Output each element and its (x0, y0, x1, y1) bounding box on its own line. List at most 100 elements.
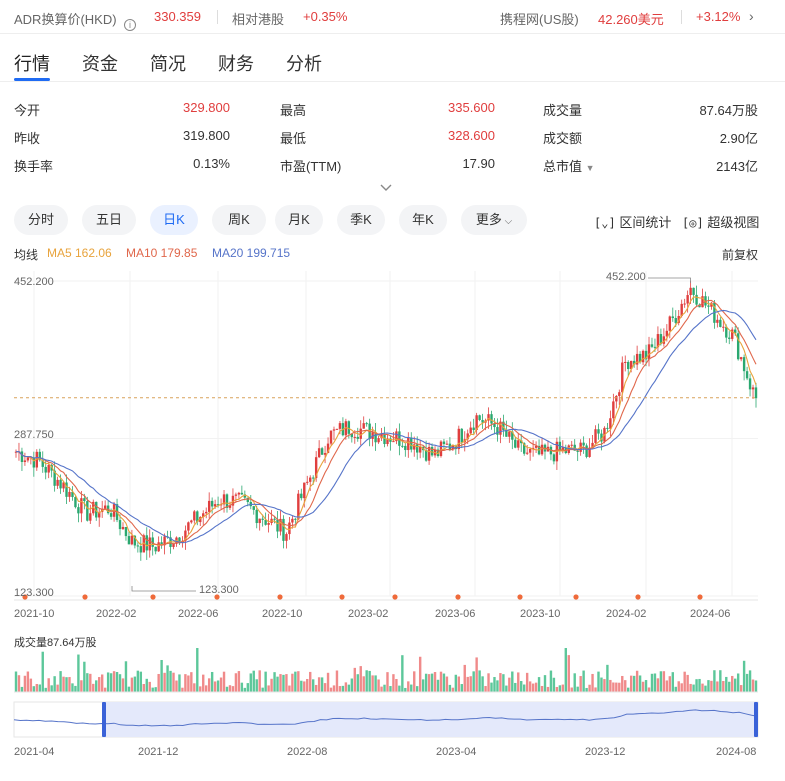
chevron-down-icon[interactable] (380, 181, 392, 195)
candle-body (365, 423, 368, 425)
candle-body (240, 492, 244, 495)
tab-finance[interactable]: 财务 (218, 54, 254, 74)
period-weekly-button[interactable]: 周K (212, 205, 266, 235)
volume-bar (442, 673, 446, 692)
candle-body (496, 427, 499, 435)
candle-body (252, 506, 255, 510)
range-navigator[interactable] (13, 701, 759, 738)
volume-bar (80, 680, 83, 692)
candle-body (225, 494, 229, 508)
volume-bar (635, 670, 639, 692)
period-intraday-button[interactable]: 分时 (14, 205, 68, 235)
volume-bar (169, 670, 172, 692)
candle-body (124, 526, 128, 537)
candle-body (329, 430, 333, 444)
tab-funds[interactable]: 资金 (82, 54, 118, 74)
volume-bar (133, 676, 137, 692)
volume-bar (632, 675, 636, 692)
volume-bar (98, 677, 101, 692)
volume-bar (698, 678, 701, 692)
period-yearly-button[interactable]: 年K (399, 205, 447, 235)
volume-bar (329, 687, 333, 692)
kline-chart[interactable] (0, 264, 785, 754)
volume-bar (341, 685, 345, 692)
candle-body (731, 329, 734, 339)
chevron-right-icon[interactable]: › (749, 8, 754, 24)
volume-bar (490, 682, 493, 692)
candle-body (392, 441, 395, 443)
candle-body (199, 517, 202, 523)
candle-body (83, 498, 86, 502)
volume-bar (353, 667, 356, 692)
candle-body (207, 500, 211, 512)
volume-bar (359, 666, 362, 692)
candle-body (662, 336, 666, 344)
volume-bar (243, 687, 247, 692)
volume-bar (439, 671, 443, 692)
candle-body (683, 303, 686, 305)
period-5day-button[interactable]: 五日 (82, 205, 136, 235)
range-stats-button[interactable]: [⌄] 区间统计 (594, 215, 672, 230)
volume-bar (692, 684, 695, 692)
candle-body (401, 445, 404, 447)
volume-bar (638, 675, 642, 692)
candle-body (511, 431, 514, 440)
relative-label: 相对港股 (232, 12, 285, 27)
period-daily-button[interactable]: 日K (150, 205, 198, 235)
volume-bar (317, 677, 321, 692)
volume-bar (410, 684, 413, 692)
candle-body (710, 302, 713, 307)
volume-bar (26, 671, 30, 692)
volume-bar (436, 679, 440, 692)
tab-quote[interactable]: 行情 (14, 54, 50, 74)
volume-bar (130, 677, 134, 692)
candle-body (514, 439, 517, 448)
stat-prev-close-value: 319.800 (183, 128, 230, 143)
volume-bar (160, 659, 163, 692)
volume-bar (662, 671, 666, 692)
volume-bar (92, 683, 95, 692)
stat-open-value: 329.800 (183, 100, 230, 115)
candle-body (612, 401, 615, 419)
tab-analysis[interactable]: 分析 (286, 54, 322, 74)
candle-body (219, 504, 223, 506)
candle-body (356, 436, 359, 439)
fullscreen-icon: [◎] (682, 216, 704, 230)
period-monthly-button[interactable]: 月K (275, 205, 323, 235)
stat-market-cap-label[interactable]: 总市值 ▼ (543, 159, 595, 174)
candle-body (525, 452, 529, 454)
candle-body (404, 445, 407, 451)
period-more-dropdown[interactable]: 更多 ⌵ (461, 205, 527, 235)
volume-bar (644, 680, 648, 692)
caret-down-icon: ▼ (585, 163, 595, 173)
volume-bar (154, 687, 157, 692)
candle-body (686, 295, 689, 304)
volume-bar (219, 677, 223, 692)
candle-body (656, 334, 660, 348)
candle-body (297, 493, 300, 520)
volume-bar (719, 670, 722, 692)
candle-body (41, 460, 44, 467)
candle-body (591, 442, 594, 448)
volume-bar (511, 671, 514, 692)
volume-bar (499, 673, 502, 692)
super-view-button[interactable]: [◎] 超级视图 (682, 215, 760, 230)
volume-bar (374, 675, 377, 692)
volume-bar (401, 655, 404, 692)
volume-bar (671, 672, 674, 692)
candle-body (751, 387, 755, 390)
volume-bar (588, 684, 591, 692)
candle-body (193, 511, 196, 521)
period-quarterly-button[interactable]: 季K (337, 205, 385, 235)
tab-profile[interactable]: 简况 (150, 54, 186, 74)
volume-bar (71, 683, 74, 692)
volume-bar (576, 686, 579, 692)
price-adjust-toggle[interactable]: 前复权 (722, 248, 759, 262)
us-stock-label[interactable]: 携程网(US股) (500, 12, 579, 27)
volume-bar (335, 670, 339, 692)
volume-bar (285, 674, 288, 692)
volume-bar (172, 672, 175, 692)
volume-bar (41, 651, 44, 692)
candle-body (383, 434, 386, 445)
event-dot (277, 594, 283, 600)
